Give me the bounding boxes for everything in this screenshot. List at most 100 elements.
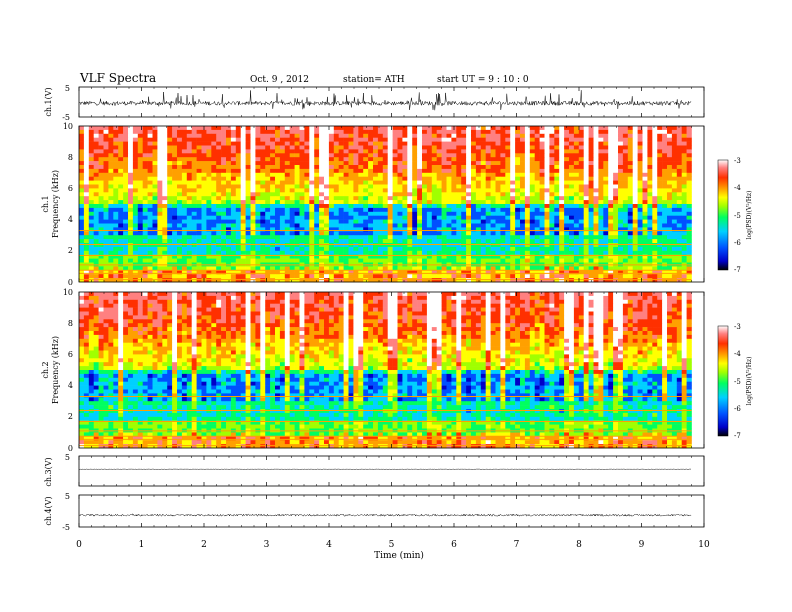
spectrogram-cell (113, 172, 119, 177)
spectrogram-cell (79, 176, 85, 181)
spectrogram-cell (559, 188, 565, 193)
spectrogram-cell (147, 219, 153, 224)
spectrogram-cell (123, 153, 129, 158)
spectrogram-cell (426, 243, 433, 248)
spectrogram-cell (431, 254, 437, 259)
spectrogram-cell (270, 153, 276, 158)
spectrogram-cell (255, 239, 261, 244)
spectrogram-cell (93, 157, 99, 162)
spectrogram-cell (573, 211, 580, 216)
spectrogram-cell (564, 204, 570, 209)
spectrogram-cell (338, 161, 344, 166)
spectrogram-cell (417, 165, 423, 170)
spectrogram-cell (245, 188, 251, 193)
spectrogram-cell (353, 161, 359, 166)
spectrogram-cell (622, 165, 629, 170)
spectrogram-cell (573, 126, 580, 131)
spectrogram-cell (88, 172, 94, 177)
spectrogram-cell (98, 250, 104, 255)
spectrogram-cell (588, 153, 594, 158)
spectrogram-cell (191, 153, 197, 158)
spectrogram-cell (662, 196, 668, 201)
spectrogram-cell (671, 192, 678, 197)
spectrogram-cell (392, 239, 398, 244)
spectrogram-cell (142, 129, 148, 135)
spectrogram-cell (88, 204, 94, 209)
spectrogram-cell (500, 200, 506, 205)
spectrogram-cell (382, 133, 388, 138)
spectrogram-cell (304, 258, 310, 263)
spectrogram-cell (216, 215, 222, 220)
spectrogram-cell (211, 200, 217, 205)
spectrogram-cell (162, 235, 168, 240)
spectrogram-cell (662, 188, 668, 193)
spectrogram-cell (475, 231, 482, 236)
spectrogram-cell (309, 165, 315, 170)
spectrogram-cell (627, 219, 633, 224)
spectrogram-cell (608, 184, 614, 189)
spectrogram-cell (279, 133, 286, 138)
spectrogram-cell (544, 270, 550, 275)
spectrogram-cell (573, 231, 580, 236)
spectrogram-cell (520, 161, 526, 166)
spectrogram-cell (181, 266, 188, 271)
spectrogram-cell (181, 145, 188, 150)
spectrogram-cell (642, 227, 648, 232)
spectrogram-cell (289, 270, 295, 275)
spectrogram-cell (353, 266, 359, 271)
spectrogram-cell (397, 161, 403, 166)
spectrogram-cell (681, 231, 687, 236)
spectrogram-cell (191, 223, 197, 228)
spectrogram-cell (83, 180, 90, 185)
spectrogram-cell (221, 227, 227, 232)
spectrogram-cell (490, 141, 496, 146)
spectrogram-cell (157, 176, 163, 181)
spectrogram-cell (235, 192, 241, 197)
spectrogram-cell (245, 157, 251, 162)
spectrogram-cell (564, 219, 570, 224)
spectrogram-cell (397, 274, 403, 279)
spectrogram-cell (191, 227, 197, 232)
spectrogram-cell (103, 231, 109, 236)
spectrogram-cell (255, 161, 261, 166)
spectrogram-cell (314, 270, 320, 275)
spectrogram-cell (417, 126, 423, 131)
spectrogram-cell (534, 266, 540, 271)
spectrogram-cell (667, 188, 673, 193)
spectrogram-cell (387, 149, 393, 154)
spectrogram-cell (235, 270, 241, 275)
spectrogram-cell (299, 258, 305, 263)
spectrogram-cell (632, 180, 638, 185)
spectrogram-cell (250, 157, 256, 162)
spectrogram-cell (647, 235, 653, 240)
spectrogram-cell (338, 207, 344, 213)
spectrogram-cell (569, 219, 575, 224)
spectrogram-cell (270, 168, 276, 174)
spectrogram-cell (461, 165, 467, 170)
spectrogram-cell (79, 278, 85, 283)
spectrogram-cell (235, 250, 241, 255)
spectrogram-cell (304, 153, 310, 158)
spectrogram-cell (265, 168, 271, 174)
spectrogram-cell (583, 254, 589, 259)
spectrogram-cell (152, 188, 158, 193)
spectrogram-cell (299, 157, 305, 162)
spectrogram-cell (662, 215, 668, 220)
spectrogram-cell (446, 188, 452, 193)
spectrogram-cell (216, 266, 222, 271)
spectrogram-cell (422, 126, 428, 131)
spectrogram-cell (343, 153, 349, 158)
spectrogram-cell (294, 126, 300, 131)
spectrogram-cell (299, 161, 305, 166)
spectrogram-cell (573, 165, 580, 170)
spectrogram-cell (397, 196, 403, 201)
spectrogram-cell (167, 227, 173, 232)
spectrogram-cell (603, 161, 609, 166)
spectrogram-cell (588, 133, 594, 138)
spectrogram-cell (177, 141, 183, 146)
spectrogram-cell (485, 141, 491, 146)
spectrogram-cell (622, 196, 629, 201)
spectrogram-cell (676, 254, 682, 259)
spectrogram-cell (397, 266, 403, 271)
spectrogram-cell (377, 192, 384, 197)
